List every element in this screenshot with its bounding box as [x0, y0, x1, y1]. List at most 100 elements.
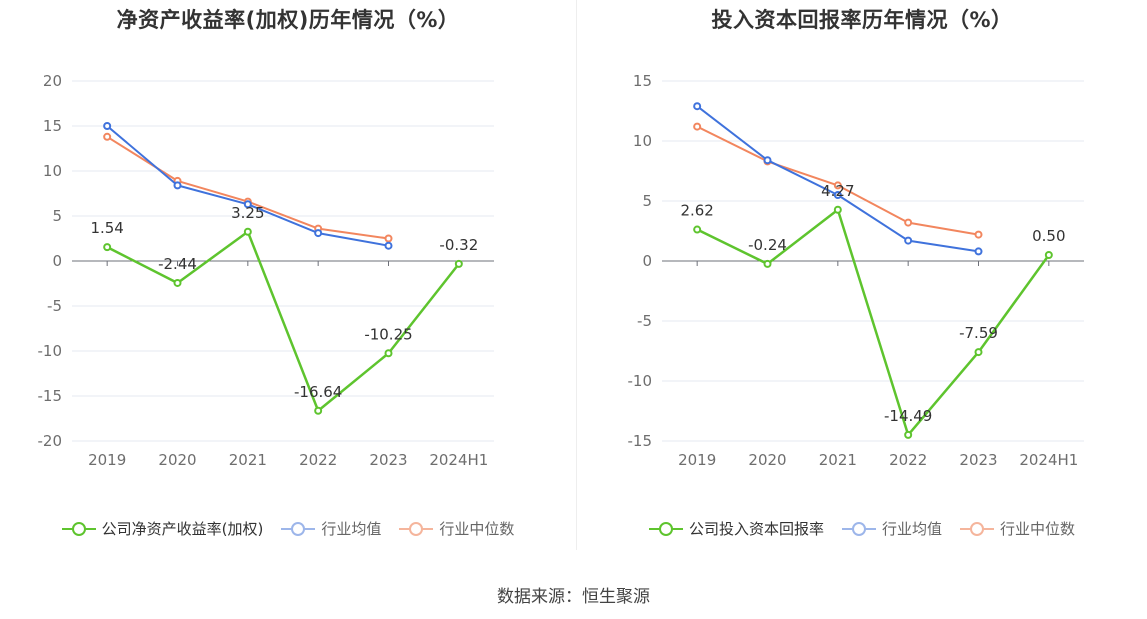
legend-marker-icon: [841, 521, 876, 537]
x-tick-label: 2023: [959, 451, 997, 469]
data-point: [763, 259, 772, 268]
series-line: [106, 125, 389, 247]
legend-item-industry-median[interactable]: 行业中位数: [960, 518, 1075, 539]
data-label: -2.44: [158, 255, 197, 273]
data-label: -0.32: [439, 236, 478, 254]
y-tick-label: -10: [628, 372, 653, 390]
y-tick-label: -5: [47, 297, 62, 315]
data-point: [904, 236, 913, 245]
legend-marker-icon: [399, 521, 434, 537]
data-point: [243, 227, 252, 236]
data-point: [833, 205, 842, 214]
x-tick-label: 2019: [678, 451, 716, 469]
y-tick-label: 15: [633, 72, 652, 90]
x-tick-label: 2022: [889, 451, 927, 469]
data-source-note: 数据来源：恒生聚源: [497, 587, 650, 607]
data-point: [974, 348, 983, 357]
series-line: [696, 208, 1050, 437]
data-point: [833, 181, 842, 190]
legend-item-company[interactable]: 公司净资产收益率(加权): [61, 518, 264, 539]
series-line: [696, 125, 979, 236]
y-tick-label: 10: [43, 162, 62, 180]
y-tick-label: 10: [633, 132, 652, 150]
x-tick-label: 2022: [299, 451, 337, 469]
x-tick-label: 2024H1: [429, 451, 488, 469]
y-tick-label: -15: [628, 432, 653, 450]
data-point: [243, 200, 252, 209]
x-tick-label: 2024H1: [1019, 451, 1078, 469]
legend-item-industry-mean[interactable]: 行业均值: [281, 518, 381, 539]
x-tick-label: 2021: [819, 451, 857, 469]
y-tick-label: 15: [43, 117, 62, 135]
data-point: [693, 225, 702, 234]
x-tick-label: 2019: [88, 451, 126, 469]
panel-divider: [576, 0, 577, 550]
roe-line-chart: 20 15 10 5 0 -5 -10 -15 -20 2019 2020 2021 2022 2023 2…: [38, 72, 494, 469]
legend-label: 行业中位数: [1000, 520, 1076, 538]
roic-line-chart: 15 10 5 0 -5 -10 -15 2019 2020 2021 2022 2023 2024H1…: [628, 72, 1084, 469]
y-tick-label: -20: [38, 432, 63, 450]
data-label: -16.64: [294, 383, 342, 401]
y-tick-label: 5: [642, 192, 652, 210]
legend-item-company[interactable]: 公司投入资本回报率: [648, 518, 824, 539]
data-point: [974, 230, 983, 239]
y-tick-label: -15: [38, 387, 63, 405]
y-tick-label: -5: [637, 312, 652, 330]
legend-marker-icon: [648, 521, 683, 537]
legend-label: 行业均值: [881, 520, 942, 538]
data-label: 1.54: [90, 219, 123, 237]
chart-legend: 公司投入资本回报率 行业均值 行业中位数: [577, 518, 1147, 539]
legend-item-industry-mean[interactable]: 行业均值: [841, 518, 942, 539]
series-line: [106, 230, 460, 413]
legend-item-industry-median[interactable]: 行业中位数: [399, 518, 514, 539]
data-label: 0.50: [1032, 227, 1065, 245]
series-line: [696, 105, 979, 253]
data-label: -0.24: [748, 236, 787, 254]
data-label: -7.59: [959, 324, 998, 342]
data-point: [763, 156, 772, 165]
data-point: [314, 406, 323, 415]
data-point: [904, 218, 913, 227]
data-point: [314, 229, 323, 238]
data-point: [384, 234, 393, 243]
y-tick-label: 5: [52, 207, 62, 225]
legend-label: 行业均值: [321, 520, 382, 538]
series-line: [106, 135, 389, 240]
legend-label: 公司净资产收益率(加权): [101, 520, 264, 538]
data-point: [693, 122, 702, 131]
data-point: [974, 247, 983, 256]
data-point: [173, 278, 182, 287]
roic-chart-panel: 投入资本回报率历年情况（%） 15 10 5 0 -5 -10 -15 2019 2020 202…: [577, 0, 1147, 560]
data-point: [693, 102, 702, 111]
y-tick-label: 0: [642, 252, 652, 270]
legend-marker-icon: [281, 521, 316, 537]
chart-legend: 公司净资产收益率(加权) 行业均值 行业中位数: [0, 518, 576, 539]
data-point: [833, 191, 842, 199]
data-point: [1044, 251, 1053, 259]
data-label: -10.25: [364, 325, 412, 343]
data-point: [904, 430, 913, 439]
legend-label: 行业中位数: [439, 520, 515, 538]
y-tick-label: 20: [43, 72, 62, 90]
x-tick-label: 2020: [158, 451, 196, 469]
x-tick-label: 2021: [229, 451, 267, 469]
data-point: [454, 259, 463, 268]
legend-marker-icon: [61, 521, 96, 537]
data-label: 3.25: [231, 204, 264, 222]
x-tick-label: 2023: [369, 451, 407, 469]
y-tick-label: 0: [52, 252, 62, 270]
data-label: -14.49: [884, 407, 932, 425]
data-point: [103, 132, 112, 141]
data-point: [384, 349, 393, 358]
data-label: 4.27: [821, 182, 854, 200]
roe-chart-panel: 净资产收益率(加权)历年情况（%） 20 15 10 5 0 -5 -10 -15 -20 201…: [0, 0, 576, 560]
legend-marker-icon: [960, 521, 994, 537]
data-point: [384, 241, 393, 250]
chart-title: 投入资本回报率历年情况（%）: [711, 8, 1013, 32]
data-point: [103, 243, 112, 252]
legend-label: 公司投入资本回报率: [688, 520, 824, 538]
data-point: [173, 181, 182, 190]
data-point: [103, 122, 112, 130]
data-label: 2.62: [680, 202, 713, 220]
chart-title: 净资产收益率(加权)历年情况（%）: [116, 8, 460, 32]
